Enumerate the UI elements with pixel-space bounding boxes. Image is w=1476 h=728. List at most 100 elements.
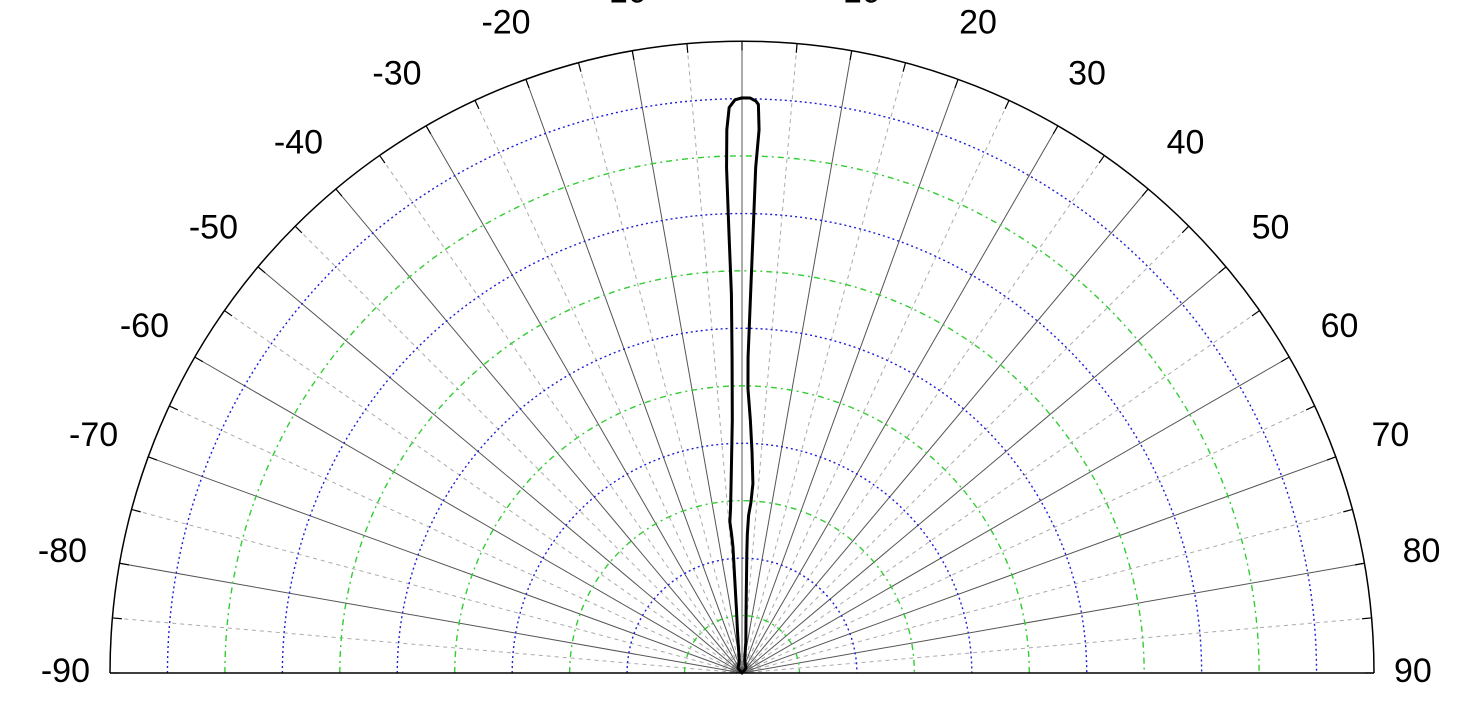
angle-tick-label: 60 — [1321, 307, 1359, 345]
outer-tick — [631, 50, 635, 61]
angle-tick-label: -50 — [189, 208, 238, 246]
outer-tick — [1354, 562, 1365, 566]
major-spoke — [741, 266, 1227, 674]
outer-tick — [1098, 154, 1105, 164]
outer-tick — [1280, 356, 1290, 363]
major-spoke — [425, 125, 743, 674]
minor-spoke — [294, 225, 743, 674]
angle-tick-label: -40 — [274, 123, 323, 161]
minor-spoke — [577, 62, 743, 674]
outer-tick — [168, 405, 179, 411]
angle-tick-label: -80 — [38, 532, 87, 570]
ring-major — [166, 97, 1318, 674]
minor-spoke — [741, 405, 1316, 674]
outer-tick — [474, 99, 480, 110]
minor-spoke — [474, 99, 743, 674]
ring-major — [396, 327, 1088, 674]
angle-tick-label: 80 — [1403, 532, 1441, 570]
minor-spoke — [741, 155, 1105, 674]
major-spoke — [119, 562, 743, 674]
major-spoke — [741, 456, 1337, 674]
angle-tick-label: 30 — [1068, 54, 1106, 92]
minor-spoke — [741, 99, 1010, 674]
major-spokes — [110, 41, 1374, 674]
outer-tick — [1326, 456, 1337, 461]
minor-spoke — [741, 310, 1260, 674]
outer-tick — [1218, 266, 1227, 274]
outer-tick — [257, 266, 266, 274]
ring-minor — [224, 155, 1260, 674]
angle-tick-label: -20 — [481, 4, 530, 42]
angle-tick-label: 20 — [959, 4, 997, 42]
angle-tick-label: -60 — [120, 307, 169, 345]
outer-tick — [147, 456, 158, 461]
outer-tick — [525, 78, 530, 89]
angle-tick-label: 10 — [843, 0, 881, 10]
angle-tick-label: 90 — [1394, 652, 1432, 690]
minor-spoke — [741, 617, 1372, 674]
minor-spokes — [112, 43, 1372, 674]
major-spoke — [741, 356, 1290, 674]
outer-tick — [686, 43, 689, 53]
outer-tick — [379, 154, 386, 164]
outer-tick — [112, 617, 122, 620]
minor-spoke — [379, 155, 743, 674]
minor-spoke — [741, 43, 798, 674]
minor-spoke — [168, 405, 743, 674]
major-spoke — [741, 125, 1059, 674]
ring-major — [626, 557, 858, 674]
outer-tick — [954, 78, 959, 89]
angle-tick-label: 40 — [1167, 123, 1205, 161]
minor-spoke — [741, 62, 907, 674]
angle-tick-label: 50 — [1252, 208, 1290, 246]
outer-tick — [1362, 617, 1372, 620]
outer-tick — [223, 310, 233, 317]
major-spoke — [194, 356, 743, 674]
ring-major — [281, 212, 1203, 674]
outer-tick — [795, 43, 798, 53]
major-spoke — [147, 456, 743, 674]
ring-minor — [683, 614, 801, 674]
angle-tick-label: -10 — [598, 0, 647, 10]
ring-minor — [454, 385, 1030, 674]
outer-tick — [577, 62, 582, 72]
angle-tick-label: 70 — [1371, 416, 1409, 454]
minor-spoke — [131, 508, 743, 674]
major-spoke — [741, 78, 959, 674]
outer-tick — [1052, 125, 1059, 135]
outer-tick — [849, 50, 853, 61]
angle-tick-label: -30 — [372, 54, 421, 92]
major-spoke — [525, 78, 743, 674]
angle-tick-label: -90 — [41, 652, 90, 690]
outer-tick — [119, 562, 130, 566]
series-group — [725, 96, 761, 675]
outer-tick — [902, 62, 907, 72]
ring-major — [511, 442, 973, 674]
major-spoke — [741, 50, 853, 674]
outer-tick — [1343, 508, 1353, 513]
radial-rings — [166, 97, 1318, 674]
major-spoke — [335, 188, 743, 674]
outer-tick — [1181, 225, 1190, 234]
angle-tick-label: -70 — [69, 416, 118, 454]
major-spoke — [257, 266, 743, 674]
outer-tick — [1251, 310, 1261, 317]
outer-tick — [425, 125, 432, 135]
outer-tick — [194, 356, 204, 363]
series-line — [725, 96, 761, 675]
major-spoke — [741, 188, 1149, 674]
outer-tick — [1141, 188, 1149, 197]
minor-spoke — [112, 617, 743, 674]
outer-tick — [335, 188, 343, 197]
minor-spoke — [741, 225, 1190, 674]
angle-tick-labels: -90-80-70-60-50-40-30-20-100102030405060… — [38, 0, 1441, 690]
minor-spoke — [224, 310, 743, 674]
outer-tick — [1004, 99, 1010, 110]
outer-tick — [1305, 405, 1316, 411]
major-spoke — [741, 562, 1365, 674]
minor-spoke — [741, 508, 1353, 674]
ring-minor — [568, 499, 916, 674]
outer-tick — [294, 225, 303, 234]
